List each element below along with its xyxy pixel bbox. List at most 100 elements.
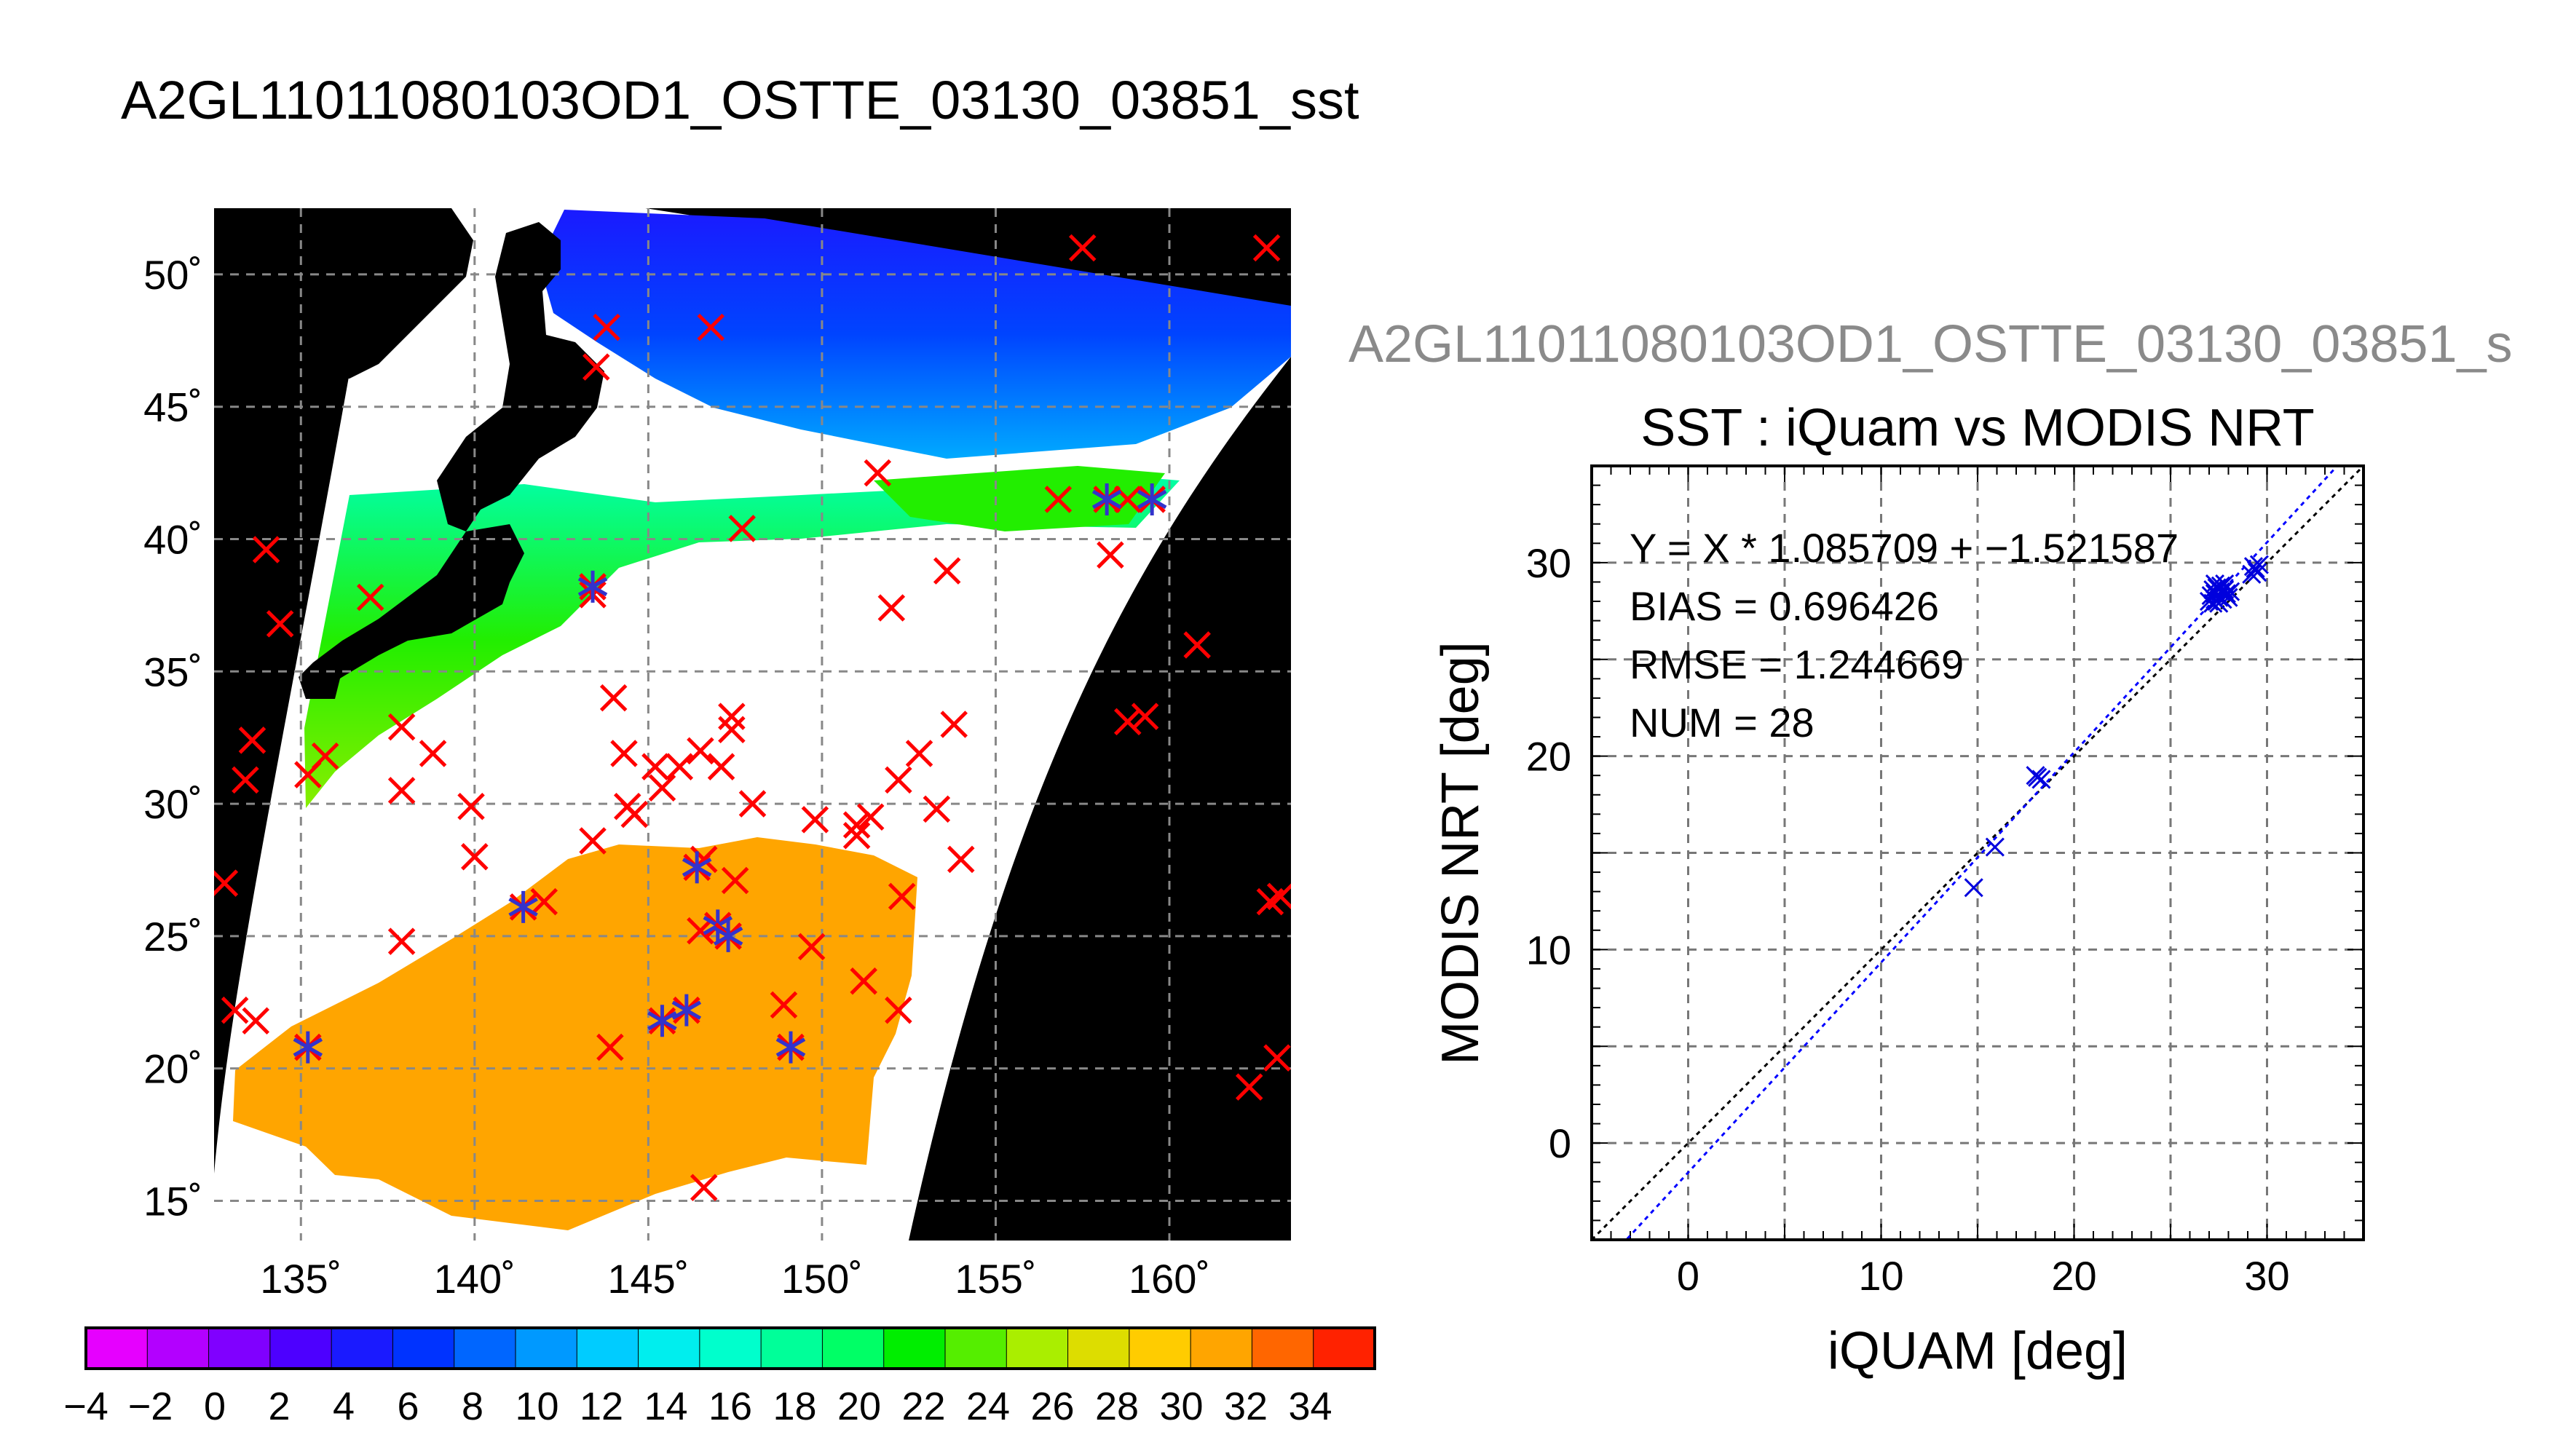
- colorbar-cell: [515, 1327, 578, 1369]
- colorbar-label: −2: [128, 1385, 173, 1428]
- insitu-marker: [221, 996, 249, 1024]
- map-y-tick-label: 45˚: [143, 384, 202, 430]
- matchup-marker: [775, 1031, 806, 1064]
- colorbar-cell: [760, 1327, 824, 1369]
- colorbar-cell: [1313, 1327, 1375, 1369]
- scatter-y-tick-label: 10: [1526, 927, 1571, 973]
- colorbar-label: 10: [515, 1385, 558, 1428]
- colorbar-cell: [85, 1327, 149, 1369]
- scatter-x-tick-label: 20: [2051, 1253, 2096, 1299]
- colorbar-cell: [1067, 1327, 1130, 1369]
- map-y-tick-label: 20˚: [143, 1046, 202, 1092]
- colorbar-label: 28: [1095, 1385, 1139, 1428]
- matchup-marker: [1091, 483, 1122, 515]
- colorbar-cell: [146, 1327, 210, 1369]
- matchup-marker: [713, 919, 743, 952]
- scatter-point: [2243, 557, 2264, 577]
- insitu-marker: [738, 790, 767, 818]
- colorbar-label: 8: [462, 1385, 483, 1428]
- sst-map: 135˚ 140˚ 145˚ 150˚ 155˚ 160˚ 50˚ 45˚ 40˚ 35˚ 30˚…: [143, 208, 1291, 1302]
- scatter-y-tick-label: 20: [1526, 734, 1571, 780]
- scatter-y-tick-label: 0: [1549, 1120, 1571, 1166]
- colorbar-cell: [699, 1327, 762, 1369]
- insitu-marker: [648, 774, 676, 802]
- insitu-marker: [579, 827, 607, 855]
- colorbar-cell: [883, 1327, 946, 1369]
- insitu-marker: [610, 740, 638, 767]
- insitu-marker: [238, 727, 266, 754]
- colorbar-cell: [331, 1327, 394, 1369]
- matchup-marker: [682, 851, 712, 884]
- scatter-annotation-num: NUM = 28: [1630, 700, 1814, 745]
- insitu-marker: [356, 583, 384, 612]
- insitu-marker: [1044, 486, 1073, 513]
- figure-title: A2GL11011080103OD1_OSTTE_03130_03851_sst: [121, 70, 1359, 130]
- matchup-marker-star: [508, 890, 538, 923]
- map-y-tick-label: 30˚: [143, 781, 202, 827]
- insitu-marker: [294, 761, 322, 788]
- scatter-grid: [1592, 466, 2364, 1240]
- colorbar-cell: [576, 1327, 639, 1369]
- insitu-marker: [1131, 703, 1159, 730]
- colorbar-cell: [638, 1327, 700, 1369]
- scatter-y-tick-labels: 0 10 20 30: [1526, 540, 1571, 1166]
- colorbar-cell: [454, 1327, 517, 1369]
- colorbar-label: 0: [204, 1385, 226, 1428]
- colorbar-label: 4: [333, 1385, 355, 1428]
- insitu-marker: [770, 991, 798, 1019]
- insitu-marker: [252, 536, 280, 563]
- colorbar-label: 24: [966, 1385, 1010, 1428]
- insitu-marker: [718, 703, 746, 730]
- scatter-point: [2249, 555, 2269, 574]
- insitu-marker: [888, 882, 916, 911]
- colorbar-cell: [208, 1327, 271, 1369]
- colorbar-label: 12: [580, 1385, 623, 1428]
- matchup-marker-star: [1091, 483, 1122, 515]
- scatter-x-tick-labels: 0 10 20 30: [1677, 1253, 2290, 1299]
- matchup-marker-star: [671, 994, 702, 1026]
- insitu-marker: [947, 845, 975, 874]
- insitu-marker: [461, 843, 489, 871]
- insitu-marker: [842, 811, 871, 839]
- insitu-marker: [641, 753, 669, 780]
- colorbar: −4 −2 0 2 4 6 8 10 12 14 16 18 20 22 24 26 28 30 32 34: [63, 1326, 1376, 1428]
- insitu-marker: [864, 459, 892, 487]
- matchup-marker: [1137, 483, 1167, 515]
- matchup-marker: [671, 994, 702, 1026]
- colorbar-cell: [1251, 1327, 1314, 1369]
- insitu-marker: [707, 753, 735, 780]
- insitu-marker: [905, 740, 933, 767]
- insitu-marker: [797, 933, 826, 961]
- scatter-x-tick-label: 10: [1858, 1253, 1903, 1299]
- matchup-marker-star: [293, 1031, 323, 1064]
- scatter-point: [2031, 769, 2051, 789]
- map-y-tick-label: 15˚: [143, 1178, 202, 1224]
- scatter-annotation-fit: Y = X * 1.085709 + −1.521587: [1630, 525, 2179, 571]
- insitu-marker: [885, 766, 912, 794]
- scatter-annotation-rmse: RMSE = 1.244669: [1630, 641, 1964, 687]
- scatter-point: [2215, 574, 2235, 594]
- insitu-marker: [1235, 1073, 1263, 1101]
- scatter-file-title: A2GL11011080103OD1_OSTTE_03130_03851_s: [1348, 315, 2513, 373]
- map-x-tick-labels: 135˚ 140˚ 145˚ 150˚ 155˚ 160˚: [260, 1256, 1210, 1302]
- colorbar-cell: [392, 1327, 455, 1369]
- matchup-marker-star: [775, 1031, 806, 1064]
- map-x-tick-label: 155˚: [955, 1256, 1036, 1302]
- insitu-marker: [387, 777, 416, 804]
- map-x-tick-label: 145˚: [607, 1256, 689, 1302]
- map-x-tick-label: 140˚: [434, 1256, 516, 1302]
- insitu-marker: [1263, 1044, 1291, 1072]
- colorbar-cell: [1006, 1327, 1069, 1369]
- colorbar-label: 22: [901, 1385, 945, 1428]
- map-y-tick-label: 35˚: [143, 649, 202, 695]
- scatter-point: [1985, 837, 2005, 857]
- insitu-marker: [593, 313, 620, 341]
- scatter-title: SST : iQuam vs MODIS NRT: [1640, 399, 2315, 457]
- insitu-marker: [697, 313, 725, 341]
- sst-region-mid: [304, 473, 1180, 808]
- insitu-marker: [933, 557, 961, 585]
- insitu-marker: [940, 711, 968, 738]
- scatter-point: [2207, 591, 2227, 612]
- colorbar-label: 14: [644, 1385, 687, 1428]
